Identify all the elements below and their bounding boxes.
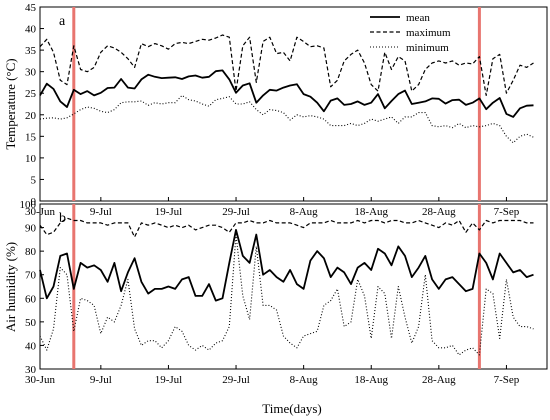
legend-label-mean: mean [406, 12, 430, 24]
y-tick-label: 30 [25, 364, 37, 376]
series-line-maximum [39, 217, 534, 238]
y-tick-label: 25 [25, 88, 37, 100]
chart-temperature: a Temperature (°C) mean maximum minimum … [3, 2, 548, 218]
x-tick-label: 18-Aug [354, 206, 388, 218]
y-tick-label: 70 [25, 270, 37, 282]
y-tick-label: 40 [25, 24, 37, 36]
series-line-mean [39, 69, 534, 118]
x-tick-label: 9-Jul [90, 374, 112, 386]
y-tick-label: 15 [25, 131, 37, 143]
x-tick-label: 29-Jul [222, 374, 250, 386]
x-tick-label: 19-Jul [155, 374, 183, 386]
y-axis-label-humidity: Air humidity (%) [3, 242, 18, 332]
y-axis-label-temperature: Temperature (°C) [3, 58, 18, 149]
chart-humidity: b Air humidity (%) Time(days) 30 40 50 60 70… [3, 199, 548, 416]
panel-label-b: b [59, 211, 66, 226]
series-line-minimum [39, 94, 534, 144]
y-tick-label: 45 [25, 2, 37, 14]
x-tick-label: 28-Aug [422, 374, 456, 386]
y-tick-label: 40 [25, 340, 37, 352]
y-tick-label: 10 [25, 153, 37, 165]
panel-label-a: a [59, 14, 66, 29]
series-line-minimum [39, 234, 534, 356]
x-tick-label: 8-Aug [290, 206, 319, 218]
legend: mean maximum minimum [370, 12, 451, 54]
y-tick-label: 60 [25, 293, 37, 305]
x-tick-label: 7-Sep [494, 206, 520, 218]
x-tick-label: 7-Sep [494, 374, 520, 386]
x-tick-label: 28-Aug [422, 206, 456, 218]
x-tick-label: 19-Jul [155, 206, 183, 218]
x-tick-label: 18-Aug [354, 374, 388, 386]
y-tick-label: 20 [25, 110, 37, 122]
y-tick-label: 0 [31, 196, 37, 208]
x-tick-label: 29-Jul [222, 206, 250, 218]
y-tick-label: 50 [25, 317, 37, 329]
series-line-mean [39, 228, 534, 302]
x-tick-label: 30-Jun [25, 374, 55, 386]
series-line-maximum [39, 34, 534, 97]
y-tick-label: 100 [20, 199, 37, 211]
x-axis-label-time: Time(days) [262, 401, 321, 416]
plot-frame [39, 203, 548, 370]
y-tick-label: 35 [25, 45, 37, 57]
legend-label-minimum: minimum [406, 42, 449, 54]
plot-frame [39, 6, 548, 202]
y-tick-label: 90 [25, 223, 37, 235]
y-tick-label: 30 [25, 67, 37, 79]
y-tick-label: 5 [31, 174, 37, 186]
x-tick-label: 8-Aug [290, 374, 319, 386]
x-tick-label: 9-Jul [90, 206, 112, 218]
legend-label-maximum: maximum [406, 27, 451, 39]
y-tick-label: 80 [25, 246, 37, 258]
